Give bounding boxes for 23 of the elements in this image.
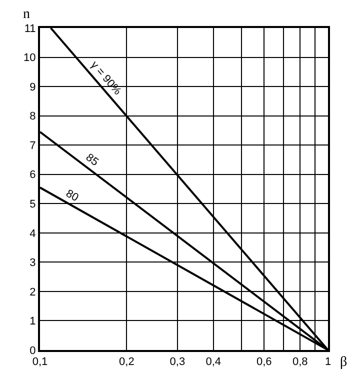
annotation: 85 [84, 152, 101, 169]
x-tick-label: 0,4 [206, 356, 222, 368]
y-tick-label: 5 [30, 198, 36, 210]
y-tick-label: 10 [24, 52, 36, 64]
annotation: 80 [64, 188, 80, 204]
x-tick-label: 0,8 [292, 356, 308, 368]
y-tick-label: 6 [30, 169, 36, 182]
y-tick-label: 8 [30, 110, 36, 123]
y-tick-label: 1 [30, 316, 36, 328]
x-tick-label: 0,3 [170, 356, 186, 368]
y-tick-label: 11 [24, 22, 36, 35]
y-tick-label: 3 [30, 257, 36, 270]
y-tick-label: 0 [30, 344, 36, 357]
y-tick-label: 7 [30, 140, 36, 152]
x-tick-label: 0,6 [256, 356, 272, 368]
x-tick-label: 0,2 [119, 356, 134, 368]
x-axis-title: β [340, 355, 348, 370]
x-tick-label: 1 [324, 356, 332, 368]
y-tick-label: 4 [30, 228, 36, 240]
y-tick-label: 2 [30, 286, 36, 298]
x-tick-label: 0,1 [32, 356, 48, 368]
y-axis-title: n [23, 7, 30, 22]
y-tick-label: 9 [30, 81, 36, 94]
